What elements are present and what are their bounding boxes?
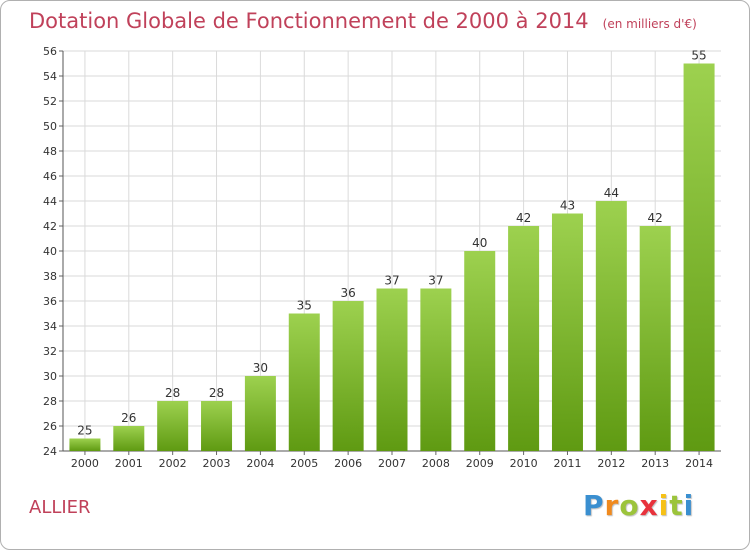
y-tick-label: 52 — [43, 95, 57, 108]
x-tick-label-2003: 2003 — [203, 457, 231, 470]
y-tick-label: 44 — [43, 195, 57, 208]
y-tick-label: 34 — [43, 320, 57, 333]
y-tick-label: 56 — [43, 45, 57, 58]
bar-2008 — [420, 288, 452, 451]
x-tick-label-2014: 2014 — [685, 457, 713, 470]
data-label-2009: 40 — [472, 236, 487, 250]
logo-letter: r — [604, 489, 620, 522]
y-tick-label: 28 — [43, 395, 57, 408]
y-tick-label: 38 — [43, 270, 57, 283]
logo-letter: i — [658, 489, 670, 522]
x-tick-label-2009: 2009 — [466, 457, 494, 470]
x-tick-label-2008: 2008 — [422, 457, 450, 470]
data-label-2005: 35 — [297, 299, 312, 313]
proxiti-logo[interactable]: Proxiti — [583, 489, 694, 522]
x-tick-label-2005: 2005 — [290, 457, 318, 470]
bar-2011 — [551, 213, 583, 451]
x-tick-label-2001: 2001 — [115, 457, 143, 470]
title-main: Dotation Globale de Fonctionnement de 20… — [29, 9, 589, 33]
x-tick-label-2013: 2013 — [641, 457, 669, 470]
data-label-2008: 37 — [428, 274, 443, 288]
bar-2007 — [376, 288, 408, 451]
y-tick-label: 24 — [43, 445, 57, 458]
bar-2006 — [332, 301, 364, 451]
bar-2000 — [69, 438, 101, 451]
chart-title: Dotation Globale de Fonctionnement de 20… — [29, 9, 697, 33]
bar-2013 — [639, 226, 671, 451]
data-label-2006: 36 — [340, 286, 355, 300]
x-tick-label-2002: 2002 — [159, 457, 187, 470]
x-tick-label-2010: 2010 — [510, 457, 538, 470]
bar-2010 — [508, 226, 540, 451]
logo-letter: o — [619, 489, 640, 522]
data-label-2004: 30 — [253, 361, 268, 375]
y-tick-label: 40 — [43, 245, 57, 258]
data-label-2010: 42 — [516, 211, 531, 225]
x-tick-label-2007: 2007 — [378, 457, 406, 470]
y-tick-label: 48 — [43, 145, 57, 158]
bar-2004 — [244, 376, 276, 451]
data-label-2014: 55 — [691, 49, 706, 63]
data-label-2001: 26 — [121, 411, 136, 425]
bars — [69, 63, 715, 451]
bar-2002 — [157, 401, 189, 451]
logo-letter: x — [639, 489, 659, 522]
y-tick-label: 42 — [43, 220, 57, 233]
logo-letter: P — [583, 489, 605, 522]
y-tick-label: 36 — [43, 295, 57, 308]
logo-letter: t — [669, 489, 684, 522]
bar-2012 — [595, 201, 627, 451]
y-tick-label: 32 — [43, 345, 57, 358]
data-label-2013: 42 — [648, 211, 663, 225]
data-label-2011: 43 — [560, 199, 575, 213]
x-tick-label-2011: 2011 — [553, 457, 581, 470]
y-tick-label: 30 — [43, 370, 57, 383]
data-label-2007: 37 — [384, 274, 399, 288]
y-tick-label: 26 — [43, 420, 57, 433]
bar-2014 — [683, 63, 715, 451]
data-label-2003: 28 — [209, 386, 224, 400]
bar-2009 — [464, 251, 496, 451]
bar-2005 — [288, 313, 320, 451]
data-label-2000: 25 — [77, 424, 92, 438]
data-labels: 25 26 28 28 30 35 36 37 37 40 42 43 44 42 55 — [77, 49, 706, 438]
x-tick-label-2000: 2000 — [71, 457, 99, 470]
data-label-2002: 28 — [165, 386, 180, 400]
x-tick-label-2012: 2012 — [597, 457, 625, 470]
y-tick-label: 50 — [43, 120, 57, 133]
bar-2001 — [113, 426, 145, 451]
title-unit: (en milliers d'€) — [602, 17, 697, 31]
logo-letter: i — [683, 489, 695, 522]
y-tick-label: 46 — [43, 170, 57, 183]
x-tick-label-2006: 2006 — [334, 457, 362, 470]
bar-2003 — [201, 401, 233, 451]
y-tick-label: 54 — [43, 70, 57, 83]
region-label: ALLIER — [29, 497, 91, 518]
x-tick-label-2004: 2004 — [246, 457, 274, 470]
data-label-2012: 44 — [604, 186, 619, 200]
